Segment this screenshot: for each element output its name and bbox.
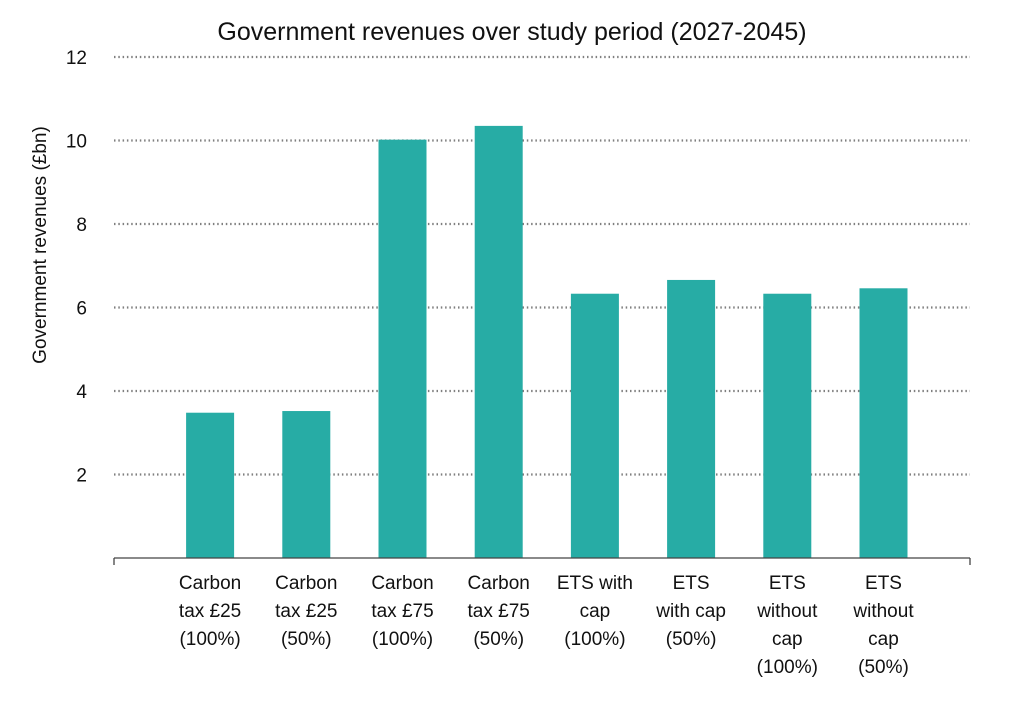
gridlines [114, 55, 970, 476]
y-tick-label-10: 10 [66, 132, 87, 153]
bar-3 [378, 139, 427, 559]
y-tick-label-6: 6 [76, 299, 87, 320]
x-category-label-line: Carbon [275, 573, 337, 594]
x-category-label-line: (50%) [473, 629, 524, 650]
y-tick-label-2: 2 [76, 466, 87, 487]
x-category-label-line: (50%) [281, 629, 332, 650]
x-category-label-5: ETS with cap (100%) [557, 573, 633, 650]
x-category-label-2: Carbon tax £25 (50%) [275, 573, 337, 650]
x-category-label-line: (50%) [858, 657, 909, 678]
x-category-label-1: Carbon tax £25 (100%) [179, 573, 241, 650]
bar-6 [667, 279, 716, 558]
x-category-label-line: tax £75 [371, 601, 433, 622]
x-category-label-line: (100%) [564, 629, 625, 650]
y-tick-labels: 2 4 6 8 10 12 [66, 48, 88, 487]
x-category-label-line: tax £25 [275, 601, 337, 622]
x-category-label-line: cap [580, 601, 611, 622]
chart-title: Government revenues over study period (2… [217, 18, 806, 46]
x-category-label-4: Carbon tax £75 (50%) [468, 573, 530, 650]
x-category-label-line: ETS with [557, 573, 633, 594]
x-category-label-line: Carbon [179, 573, 241, 594]
x-category-label-line: cap [868, 629, 899, 650]
y-tick-label-8: 8 [76, 215, 87, 236]
y-tick-label-4: 4 [76, 382, 87, 403]
x-category-label-line: (100%) [372, 629, 433, 650]
bar-1 [186, 412, 235, 558]
x-category-label-line: ETS [673, 573, 710, 594]
x-category-label-line: cap [772, 629, 803, 650]
bars [186, 125, 908, 559]
bar-7 [763, 293, 812, 558]
x-category-label-line: without [852, 601, 914, 622]
x-category-label-line: ETS [769, 573, 806, 594]
x-category-label-line: tax £25 [179, 601, 241, 622]
bar-2 [282, 411, 331, 558]
bar-4 [474, 125, 523, 558]
x-category-label-line: Carbon [468, 573, 530, 594]
x-category-label-line: (100%) [179, 629, 240, 650]
x-category-label-line: without [756, 601, 818, 622]
bar-5 [570, 293, 619, 558]
y-tick-label-12: 12 [66, 48, 87, 69]
y-axis-label: Government revenues (£bn) [30, 126, 51, 364]
x-category-label-line: ETS [865, 573, 902, 594]
x-axis [113, 557, 971, 565]
x-category-label-6: ETS with cap (50%) [655, 573, 726, 650]
x-category-label-line: Carbon [371, 573, 433, 594]
x-category-label-7: ETS without cap (100%) [756, 573, 818, 678]
x-category-label-8: ETS without cap (50%) [852, 573, 914, 678]
x-category-label-line: with cap [655, 601, 726, 622]
x-category-label-line: tax £75 [468, 601, 530, 622]
bar-8 [859, 288, 908, 558]
x-category-label-3: Carbon tax £75 (100%) [371, 573, 433, 650]
x-category-label-line: (50%) [666, 629, 717, 650]
x-category-label-line: (100%) [757, 657, 818, 678]
